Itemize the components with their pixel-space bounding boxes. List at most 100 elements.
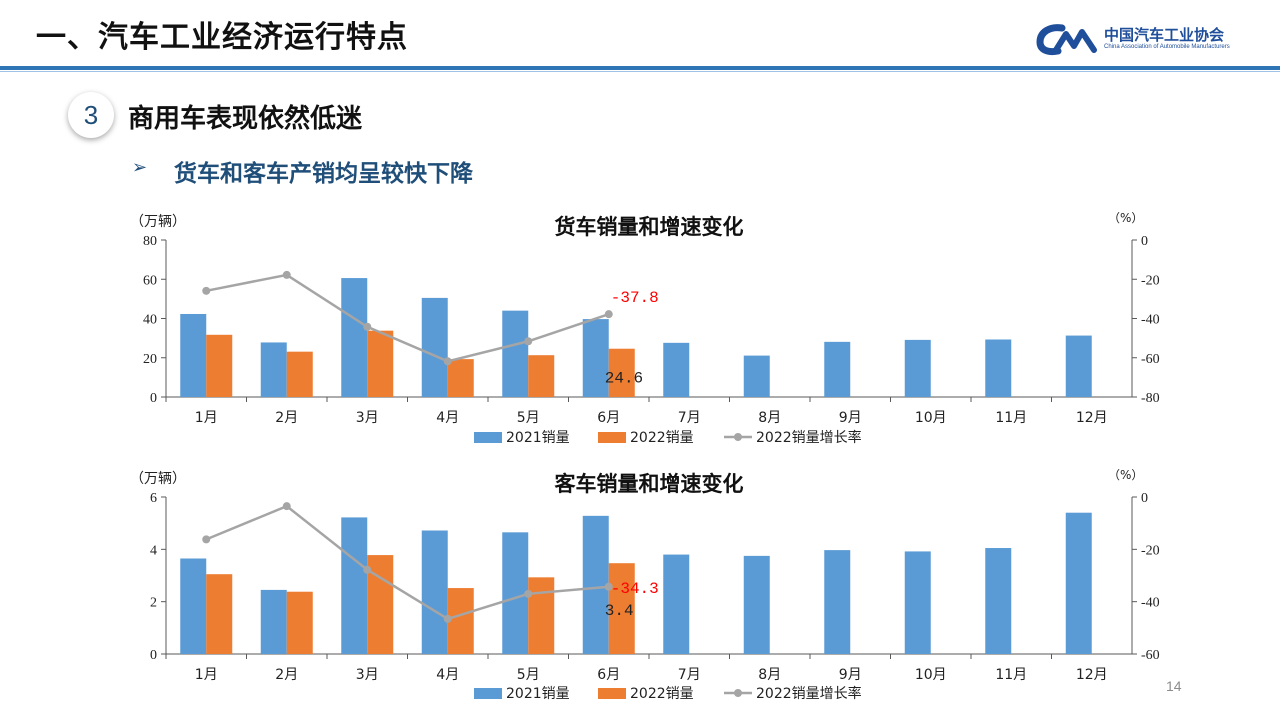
truck-growth-point (363, 322, 372, 331)
bus-bar-2021 (180, 558, 207, 654)
truck-bar-2022 (206, 334, 233, 397)
truck-ytick-label: 60 (143, 273, 157, 288)
bus-growth-point (524, 589, 533, 598)
bus-bar-2022 (447, 588, 474, 654)
bus-legend-label-2021: 2021销量 (506, 686, 570, 702)
truck-bar-label: 24.6 (605, 370, 643, 388)
truck-ytick-label: 40 (143, 313, 157, 328)
page-title: 一、汽车工业经济运行特点 (36, 20, 408, 55)
logo-name-en: China Association of Automobile Manufact… (1104, 44, 1230, 50)
truck-xtick-label: 7月 (678, 410, 701, 426)
truck-xtick-label: 3月 (356, 410, 379, 426)
bus-bar-2022 (608, 563, 635, 654)
bus-bar-2022 (367, 555, 394, 654)
bus-bar-2021 (985, 548, 1012, 654)
truck-growth-point (282, 270, 291, 279)
bus-growth-point (202, 535, 211, 544)
header-divider (0, 66, 1280, 70)
truck-y2tick-label: -20 (1141, 273, 1160, 288)
truck-growth-point (604, 310, 613, 319)
bus-xtick-label: 6月 (597, 667, 620, 683)
truck-bar-2021 (1065, 335, 1092, 397)
truck-growth-line (206, 273, 610, 363)
bus-growth-label: -34.3 (611, 580, 659, 598)
bus-xtick-label: 11月 (995, 667, 1027, 683)
truck-legend-label-2021: 2021销量 (506, 430, 570, 446)
header-divider-thin (0, 71, 1280, 72)
bus-y2tick-label: -40 (1141, 596, 1160, 611)
truck-xtick-label: 10月 (915, 410, 947, 426)
bus-bar-2021 (824, 550, 851, 654)
logo-name-cn: 中国汽车工业协会 (1104, 26, 1225, 44)
bus-bar-2021 (582, 515, 609, 654)
truck-ytick-label: 80 (143, 234, 157, 249)
truck-y2label: （%） (1108, 211, 1143, 225)
subsection-title: 货车和客车产销均呈较快下降 (174, 161, 473, 187)
bus-y2tick-label: -60 (1141, 648, 1160, 663)
truck-xtick-label: 9月 (839, 410, 862, 426)
bus-legend-label-2022: 2022销量 (630, 686, 694, 702)
bus-title: 客车销量和增速变化 (555, 472, 744, 496)
bus-growth-point (604, 582, 613, 591)
truck-y2tick-label: -60 (1141, 352, 1160, 367)
bus-bar-2021 (904, 551, 931, 654)
bullet-arrow-icon: ➢ (132, 157, 148, 178)
truck-legend-marker-growth (734, 433, 742, 441)
bus-bar-2022 (206, 574, 233, 654)
truck-xtick-label: 11月 (995, 410, 1027, 426)
truck-bar-2021 (743, 355, 770, 397)
bus-legend-marker-growth (734, 689, 742, 697)
truck-xtick-label: 5月 (517, 410, 540, 426)
bus-y2tick-label: 0 (1141, 491, 1148, 506)
truck-xtick-label: 4月 (436, 410, 459, 426)
bus-xtick-label: 9月 (839, 667, 862, 683)
truck-bar-2021 (502, 310, 529, 397)
bus-xtick-label: 5月 (517, 667, 540, 683)
bus-growth-point (363, 565, 372, 574)
section-title: 商用车表现依然低迷 (128, 104, 363, 134)
truck-title: 货车销量和增速变化 (555, 215, 744, 239)
truck-xtick-label: 1月 (195, 410, 218, 426)
truck-growth-point (524, 337, 533, 346)
bus-bar-2022 (286, 591, 313, 654)
truck-bar-2022 (286, 351, 313, 397)
bus-xtick-label: 2月 (275, 667, 298, 683)
truck-bar-2021 (180, 313, 207, 397)
bus-xtick-label: 12月 (1076, 667, 1108, 683)
truck-xtick-label: 8月 (758, 410, 781, 426)
bus-ytick-label: 2 (150, 596, 157, 611)
truck-xtick-label: 12月 (1076, 410, 1108, 426)
truck-y2tick-label: 0 (1141, 234, 1148, 249)
truck-growth-point (202, 286, 211, 295)
bus-y2label: （%） (1108, 468, 1143, 482)
truck-bar-2021 (260, 342, 287, 397)
page-number: 14 (1166, 678, 1182, 694)
truck-ylabel: （万辆） (130, 214, 186, 230)
truck-growth-label: -37.8 (611, 289, 659, 307)
bus-bar-2021 (421, 530, 448, 654)
bus-xtick-label: 3月 (356, 667, 379, 683)
bus-bar-2021 (260, 589, 287, 654)
truck-bar-2021 (663, 342, 690, 397)
truck-legend-label-growth: 2022销量增长率 (756, 429, 862, 446)
bus-y2tick-label: -20 (1141, 543, 1160, 558)
truck-bar-2021 (904, 339, 931, 397)
truck-bar-2022 (608, 348, 635, 397)
truck-ytick-label: 0 (150, 391, 157, 406)
bus-xtick-label: 8月 (758, 667, 781, 683)
truck-bar-2021 (824, 341, 851, 397)
bus-legend-swatch-2022 (598, 688, 626, 699)
bus-legend-swatch-2021 (474, 688, 502, 699)
truck-xtick-label: 6月 (597, 410, 620, 426)
bus-legend-label-growth: 2022销量增长率 (756, 685, 862, 702)
truck-xtick-label: 2月 (275, 410, 298, 426)
truck-bar-2021 (582, 319, 609, 397)
truck-legend-swatch-2022 (598, 432, 626, 443)
truck-y2tick-label: -40 (1141, 313, 1160, 328)
bus-xtick-label: 10月 (915, 667, 947, 683)
truck-bar-2022 (367, 330, 394, 397)
bus-bar-2021 (1065, 512, 1092, 654)
truck-ytick-label: 20 (143, 352, 157, 367)
bus-growth-line (205, 504, 609, 621)
bus-ytick-label: 6 (150, 491, 157, 506)
